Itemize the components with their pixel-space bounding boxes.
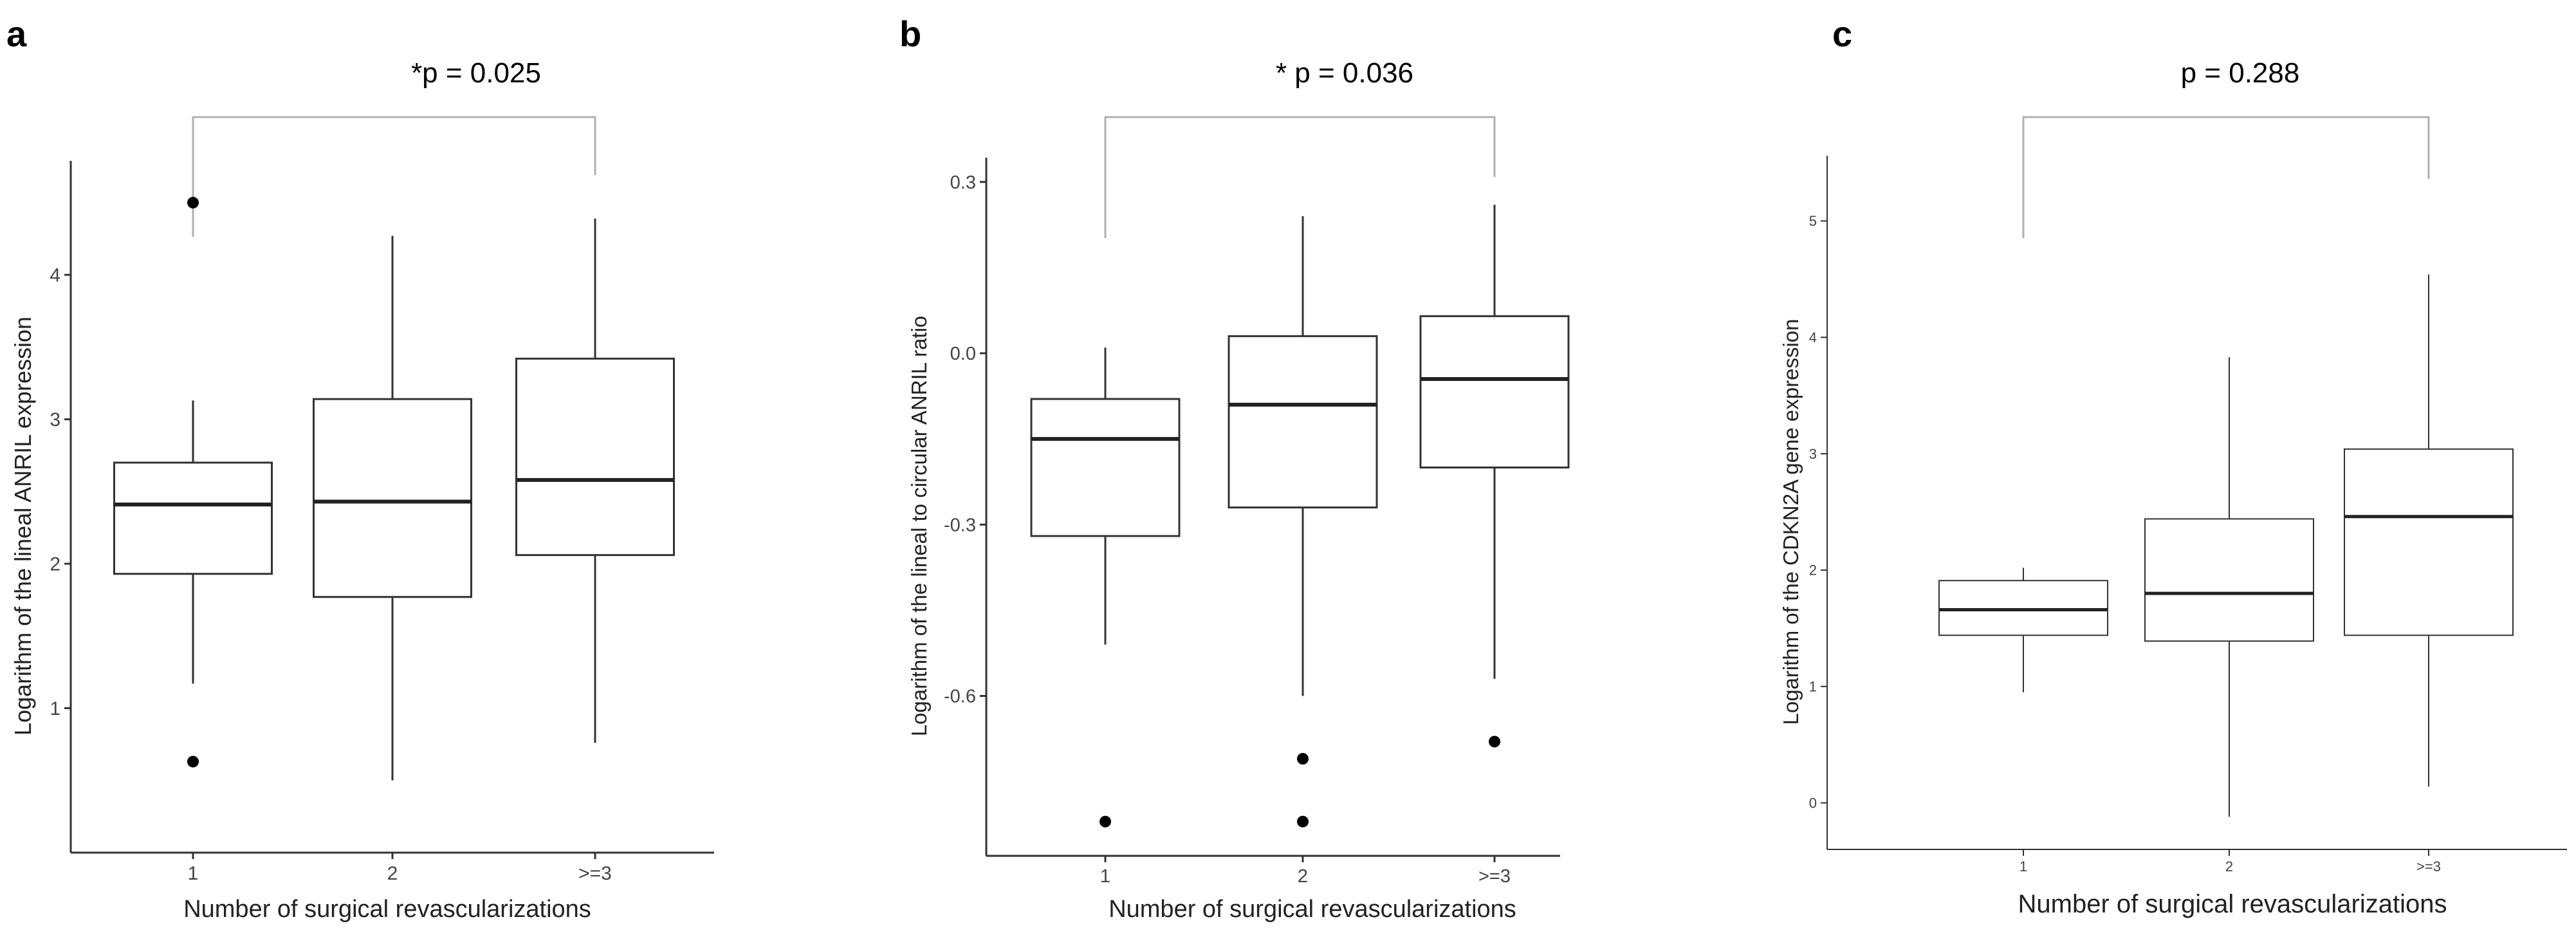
box-iqr (313, 398, 472, 598)
x-axis-label: Number of surgical revascularizations (183, 896, 591, 923)
outlier-point (1297, 815, 1309, 828)
significance-bracket (192, 116, 596, 237)
x-tick-label: 1 (2019, 858, 2027, 875)
y-tick-label: -0.3 (944, 515, 976, 535)
y-tick-label: 0.3 (950, 172, 976, 193)
x-axis-label: Number of surgical revascularizations (1109, 896, 1516, 923)
x-tick-label: 2 (1298, 866, 1308, 887)
y-tick-label: 2 (50, 554, 60, 575)
y-axis-label: Logarithm of the CDKN2A gene expression (1779, 319, 1803, 725)
box-iqr (1419, 315, 1570, 468)
outlier-point (1297, 753, 1309, 765)
p-value-annotation: p = 0.288 (2181, 57, 2300, 89)
y-tick-label: 3 (50, 409, 60, 430)
significance-bracket (1104, 116, 1496, 238)
box-iqr (1228, 335, 1378, 509)
p-value-annotation: * p = 0.036 (1276, 57, 1413, 89)
box-iqr (2144, 518, 2314, 642)
y-tick-label: 4 (1809, 329, 1817, 346)
y-tick-label: -0.6 (944, 687, 976, 707)
x-tick-label: 2 (387, 863, 398, 884)
box-iqr (515, 357, 675, 557)
y-tick-label: 1 (50, 698, 60, 719)
y-tick-label: 2 (1809, 562, 1817, 579)
outlier-point (187, 755, 199, 768)
y-tick-label: 4 (50, 265, 60, 286)
p-value-annotation: *p = 0.025 (411, 57, 541, 89)
box-iqr (113, 461, 273, 575)
x-tick-label: 1 (188, 863, 199, 884)
x-tick-label: 1 (1100, 866, 1110, 887)
y-tick-label: 3 (1809, 446, 1817, 462)
outlier-point (1489, 736, 1500, 748)
y-axis-label: Logarithm of the lineal ANRIL expression (10, 317, 36, 736)
outlier-point (187, 196, 199, 208)
panel-letter: c (1832, 14, 1852, 54)
box-iqr (1938, 580, 2108, 636)
box-iqr (2344, 448, 2514, 636)
x-axis-label: Number of surgical revascularizations (2018, 890, 2447, 918)
y-tick-label: 5 (1809, 213, 1817, 229)
y-tick-label: 0 (1809, 795, 1817, 811)
outlier-point (1099, 815, 1111, 828)
y-tick-label: 1 (1809, 679, 1817, 695)
y-axis-label: Logarithm of the lineal to circular ANRI… (907, 316, 931, 737)
x-tick-label: >=3 (1478, 866, 1511, 887)
x-tick-label: 2 (2225, 858, 2233, 875)
box-iqr (1030, 398, 1181, 537)
significance-bracket (2022, 116, 2430, 238)
panel-letter: b (899, 14, 921, 54)
x-tick-label: >=3 (2416, 858, 2441, 875)
x-tick-label: >=3 (578, 863, 612, 884)
panel-letter: a (6, 14, 27, 54)
y-tick-label: 0.0 (950, 344, 976, 364)
